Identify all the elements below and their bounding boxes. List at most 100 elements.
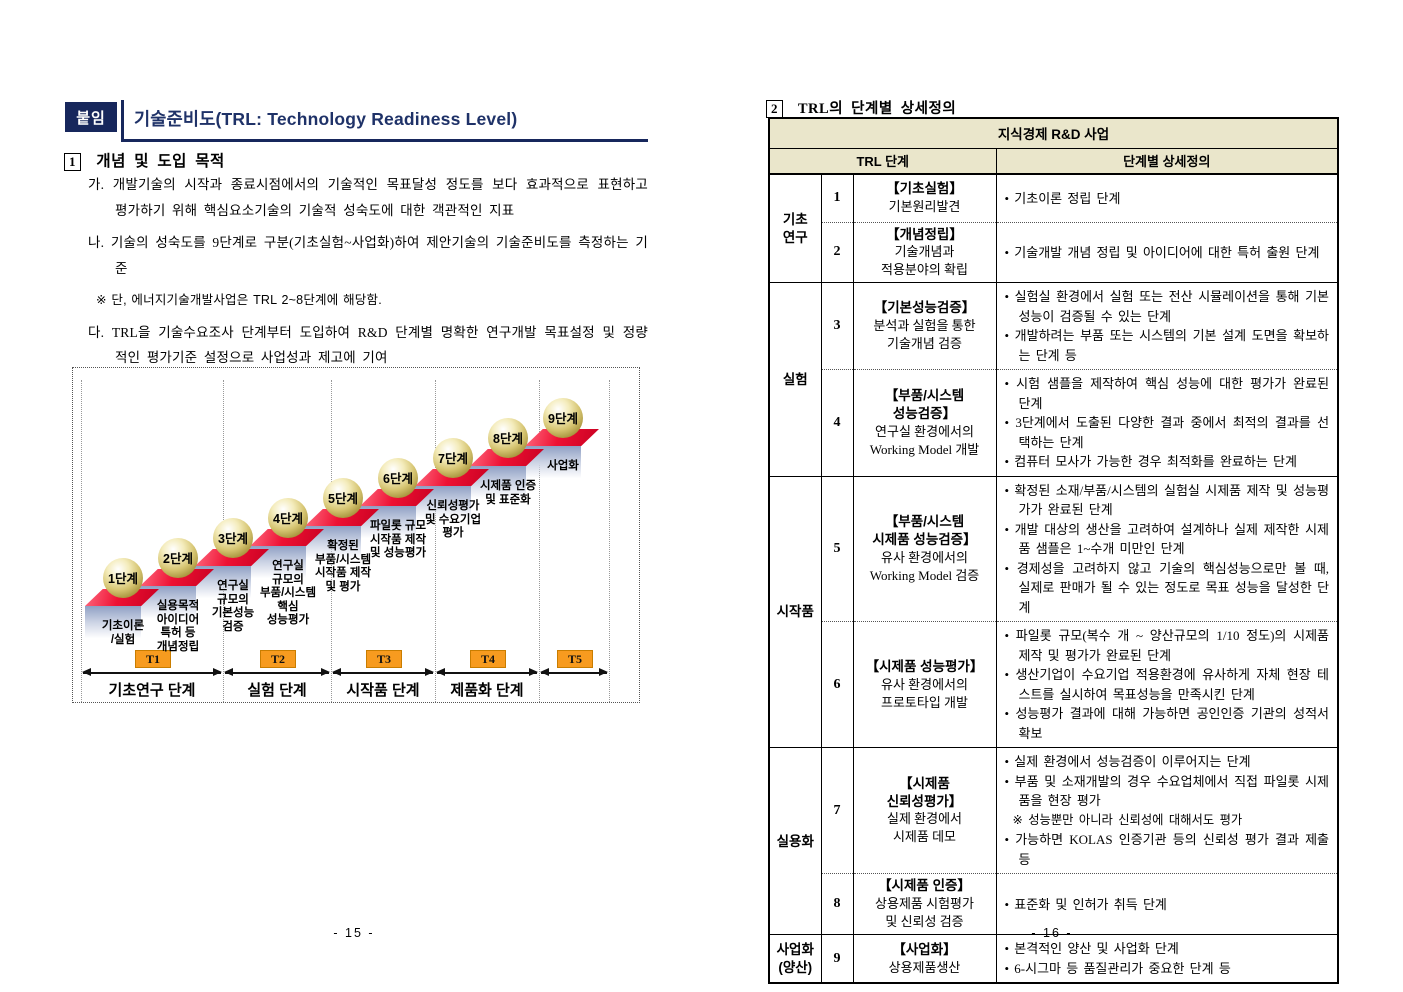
stage-subname: 유사 환경에서의 프로토타입 개발 [881, 676, 968, 710]
stage-ball-label: 6단계 [383, 471, 413, 486]
paragraph-text: 개발기술의 시작과 종료시점에서의 기술적인 목표달성 정도를 보다 효과적으로… [112, 177, 648, 218]
detail-line: • 3단계에서 도출된 다양한 결과 중에서 최적의 결과를 선택하는 단계 [1004, 415, 1330, 450]
detail-line: • 가능하면 KOLAS 인증기관 등의 신뢰성 평가 결과 제출 등 [1004, 832, 1330, 867]
attachment-badge: 붙임 [65, 102, 117, 132]
stage-ball-label: 1단계 [108, 571, 138, 586]
phase-t-label: T1 [135, 650, 171, 668]
stage-subname: 유사 환경에서의 Working Model 검증 [869, 549, 980, 583]
paragraph-note: ※ 단, 에너지기술개발사업은 TRL 2~8단계에 해당함. [96, 288, 648, 314]
intro-paragraphs: 가. 개발기술의 시작과 종료시점에서의 기술적인 목표달성 정도를 보다 효과… [88, 172, 648, 378]
table-row: 사업화 (양산) 9 【사업화】 상용제품생산 • 본격적인 양산 및 사업화 단… [769, 934, 1339, 984]
stage-number: 5 [821, 475, 854, 622]
step-front-face [85, 606, 141, 644]
stage-ball: 3단계 [213, 518, 253, 558]
stage-details: • 파일롯 규모(복수 개 ~ 양산규모의 1/10 정도)의 시제품 제작 및… [996, 621, 1339, 748]
stage-details: • 표준화 및 인허가 취득 단계 [996, 873, 1339, 935]
detail-line: • 6-시그마 등 품질관리가 중요한 단계 등 [1004, 960, 1231, 976]
stage-description: 신뢰성평가 및 수요기업 평가 [424, 500, 482, 540]
section-1-heading: 1 개념 및 도입 목적 [64, 149, 225, 171]
phase-name-label: 기초연구 단계 [108, 682, 196, 699]
paragraph-label: 가. [88, 177, 105, 192]
trl-definition-table: 지식경제 R&D 사업 TRL 단계 단계별 상세정의 기초 연구 1 【기초실… [768, 117, 1340, 985]
stage-name: 【시제품 성능평가】 [865, 658, 984, 674]
phase-range-arrow [540, 668, 608, 676]
stage-name: 【시제품 인증】 [878, 878, 971, 894]
group-label: 기초 연구 [769, 173, 822, 283]
paragraph-text: 기술의 성숙도를 9단계로 구분(기초실험~사업화)하여 제안기술의 기술준비도… [110, 235, 649, 276]
phase-range-arrow [224, 668, 330, 676]
page-number-right: - 16 - [1031, 926, 1073, 940]
stage-subname: 상용제품 시험평가 및 신뢰성 검증 [875, 895, 974, 930]
stage-details: • 본격적인 양산 및 사업화 단계 • 6-시그마 등 품질관리가 중요한 단계… [996, 934, 1339, 984]
detail-line: • 실험실 환경에서 실험 또는 전산 시뮬레이션을 통해 기본 성능이 검증될… [1004, 289, 1330, 324]
paragraph-text: TRL을 기술수요조사 단계부터 도입하여 R&D 단계별 명확한 연구개발 목… [111, 324, 648, 366]
stage-number: 1 [821, 173, 854, 222]
phase-range-arrow [82, 668, 222, 676]
stage-ball-label: 3단계 [218, 531, 248, 546]
stage-description: 기초이론 /실험 [101, 620, 145, 646]
stage-ball: 6단계 [378, 458, 418, 498]
stage-description: 파일롯 규모 시작품 제작 및 성능평가 [369, 520, 427, 560]
group-label: 사업화 (양산) [769, 934, 822, 984]
paragraph-label: 나. [88, 235, 105, 250]
stage-ball-label: 2단계 [163, 551, 193, 566]
phase-separator-line [81, 380, 82, 702]
stage-name: 【시제품 신뢰성평가】 [886, 776, 963, 809]
stage-subname: 실제 환경에서 시제품 데모 [886, 811, 962, 845]
stage-ball: 2단계 [158, 538, 198, 578]
stage-description: 시제품 인증 및 표준화 [479, 480, 537, 506]
phase-separator-line [609, 380, 610, 702]
detail-line: ※ 성능뿐만 아니라 신뢰성에 대해서도 평가 [1012, 812, 1243, 827]
phase-t-label: T2 [260, 650, 296, 668]
stage-subname: 상용제품생산 [888, 959, 961, 975]
phase-range-arrow [332, 668, 434, 676]
table-row: 2 【개념정립】 기술개념과 적용분야의 확립 • 기술개발 개념 정립 및 아이… [769, 221, 1339, 283]
stage-number: 4 [821, 369, 854, 477]
stage-ball-label: 4단계 [273, 511, 303, 526]
stage-ball: 4단계 [268, 498, 308, 538]
stage-subname: 연구실 환경에서의 Working Model 개발 [869, 423, 980, 457]
note-symbol: ※ [96, 293, 107, 307]
stage-number: 2 [821, 221, 854, 283]
stage-ball-label: 8단계 [493, 431, 523, 446]
column-header-definition: 단계별 상세정의 [996, 148, 1339, 175]
section-1-title: 개념 및 도입 목적 [96, 153, 225, 170]
page-number-left: - 15 - [333, 926, 375, 940]
stage-name: 【부품/시스템 시제품 성능검증】 [872, 514, 977, 547]
stage-name: 【사업화】 [892, 941, 957, 957]
detail-line: • 생산기업이 수요기업 적용환경에 유사하게 자체 현장 테스트를 실시하여 … [1004, 667, 1330, 702]
phase-name-label: 시작품 단계 [346, 682, 420, 699]
header-vertical-rule [121, 100, 124, 140]
stage-description: 확정된 부품/시스템 시작품 제작 및 평가 [314, 540, 372, 593]
table-row: 실험 3 【기본성능검증】 분석과 실험을 통한 기술개념 검증 • 실험실 환경… [769, 282, 1339, 477]
detail-line: • 부품 및 소재개발의 경우 수요업체에서 직접 파일롯 시제품을 현장 평가 [1004, 773, 1330, 809]
detail-line: • 확정된 소재/부품/시스템의 실험실 시제품 제작 및 성능평가가 완료된 … [1004, 482, 1330, 518]
table-row: 4 【부품/시스템 성능검증】 연구실 환경에서의 Working Model 개… [769, 369, 1339, 477]
stage-number: 7 [821, 747, 854, 874]
detail-line: • 실제 환경에서 성능검증이 이루어지는 단계 [1004, 754, 1251, 770]
detail-line: • 개발 대상의 생산을 고려하여 설계하나 실제 제작한 시제품 샘플은 1~… [1004, 521, 1330, 557]
detail-line: • 시험 샘플을 제작하여 핵심 성능에 대한 평가가 완료된 단계 [1004, 376, 1330, 411]
detail-line: • 개발하려는 부품 또는 시스템의 기본 설계 도면을 확보하는 단계 등 [1004, 328, 1330, 363]
stage-name: 【기본성능검증】 [873, 300, 976, 316]
detail-line: • 기초이론 정립 단계 [1004, 190, 1121, 206]
table-row: 시작품 5 【부품/시스템 시제품 성능검증】 유사 환경에서의 Working … [769, 475, 1339, 748]
detail-line: • 성능평가 결과에 대해 가능하면 공인인증 기관의 성적서 확보 [1004, 706, 1330, 741]
stage-ball-label: 7단계 [438, 451, 468, 466]
detail-line: • 본격적인 양산 및 사업화 단계 [1004, 941, 1179, 957]
paragraph-na: 나. 기술의 성숙도를 9단계로 구분(기초실험~사업화)하여 제안기술의 기술… [88, 230, 648, 281]
group-label: 시작품 [769, 475, 822, 748]
stage-number: 3 [821, 282, 854, 370]
stage-details: • 실험실 환경에서 실험 또는 전산 시뮬레이션을 통해 기본 성능이 검증될… [996, 282, 1339, 370]
stage-description: 연구실 규모의 기본성능 검증 [211, 580, 255, 633]
note-text: 단, 에너지기술개발사업은 TRL 2~8단계에 해당함. [111, 293, 382, 307]
phase-t-label: T5 [557, 650, 593, 668]
stage-number: 6 [821, 621, 854, 748]
stage-ball: 7단계 [433, 438, 473, 478]
section-2-number: 2 [766, 100, 783, 118]
group-label: 실용화 [769, 747, 822, 935]
section-2-heading: 2 TRL의 단계별 상세정의 [766, 97, 956, 118]
stage-ball: 8단계 [488, 418, 528, 458]
table-row: 8 【시제품 인증】 상용제품 시험평가 및 신뢰성 검증 • 표준화 및 인허가… [769, 873, 1339, 935]
table-row: 실용화 7 【시제품 신뢰성평가】 실제 환경에서 시제품 데모 • 실제 환경에… [769, 747, 1339, 935]
